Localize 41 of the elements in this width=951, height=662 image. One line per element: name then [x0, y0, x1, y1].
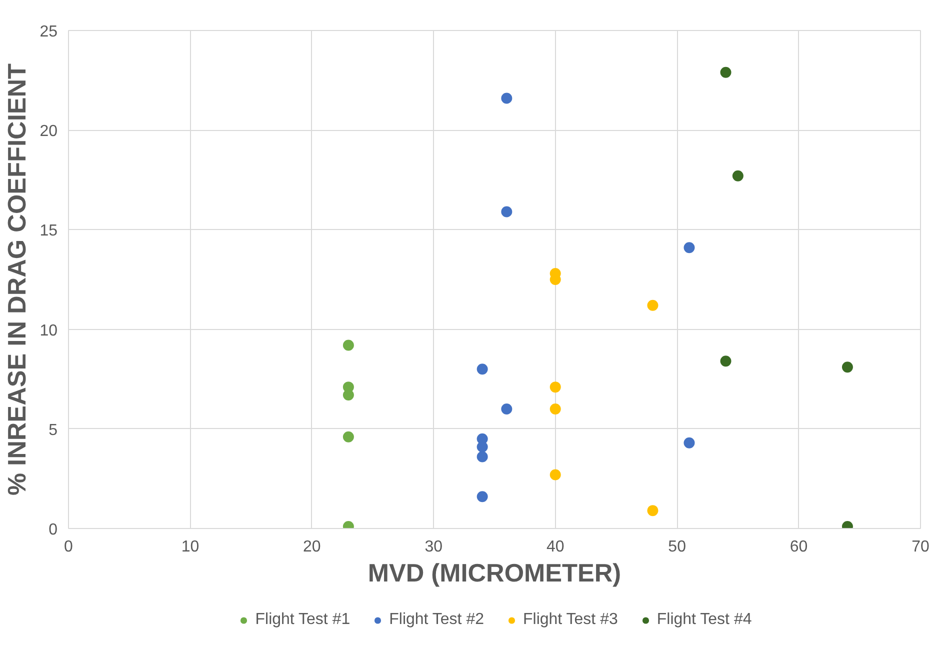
x-axis-title: MVD (MICROMETER) [368, 560, 622, 588]
point [720, 356, 732, 367]
y-tick-label: 0 [48, 522, 58, 538]
x-tick-label: 10 [181, 538, 200, 556]
point [684, 242, 695, 254]
x-tick-label: 50 [668, 538, 686, 556]
point [476, 364, 488, 375]
point [684, 437, 695, 448]
point [550, 403, 561, 414]
legend-label: Flight Test #1 [255, 611, 350, 629]
point [720, 66, 732, 78]
y-tick-label: 20 [40, 123, 58, 140]
legend-label: Flight Test #4 [656, 611, 752, 629]
point [476, 441, 488, 452]
point [501, 403, 512, 414]
legend-label: Flight Test #2 [389, 611, 484, 629]
point [476, 451, 488, 462]
y-tick-label: 25 [40, 24, 58, 40]
x-tick-label: 20 [303, 538, 321, 556]
point [501, 206, 512, 218]
legend-label: Flight Test #3 [523, 611, 618, 629]
point [647, 505, 658, 516]
y-axis-title: % INREASE IN DRAG COEFFICIENT [4, 62, 32, 496]
point [550, 469, 561, 480]
x-tick-label: 40 [546, 538, 564, 556]
x-tick-label: 0 [64, 538, 74, 556]
point [342, 431, 354, 442]
y-tick-label: 5 [48, 422, 58, 439]
point [550, 382, 561, 393]
point [476, 491, 488, 502]
x-tick-label: 70 [912, 538, 930, 556]
point [647, 300, 658, 311]
x-tick-label: 60 [790, 538, 808, 556]
point [501, 92, 512, 104]
y-tick-label: 10 [40, 322, 58, 340]
point [342, 390, 354, 401]
point [732, 170, 744, 182]
point [342, 340, 354, 351]
point [842, 362, 853, 373]
x-tick-label: 30 [424, 538, 443, 556]
y-tick-label: 15 [40, 222, 58, 240]
